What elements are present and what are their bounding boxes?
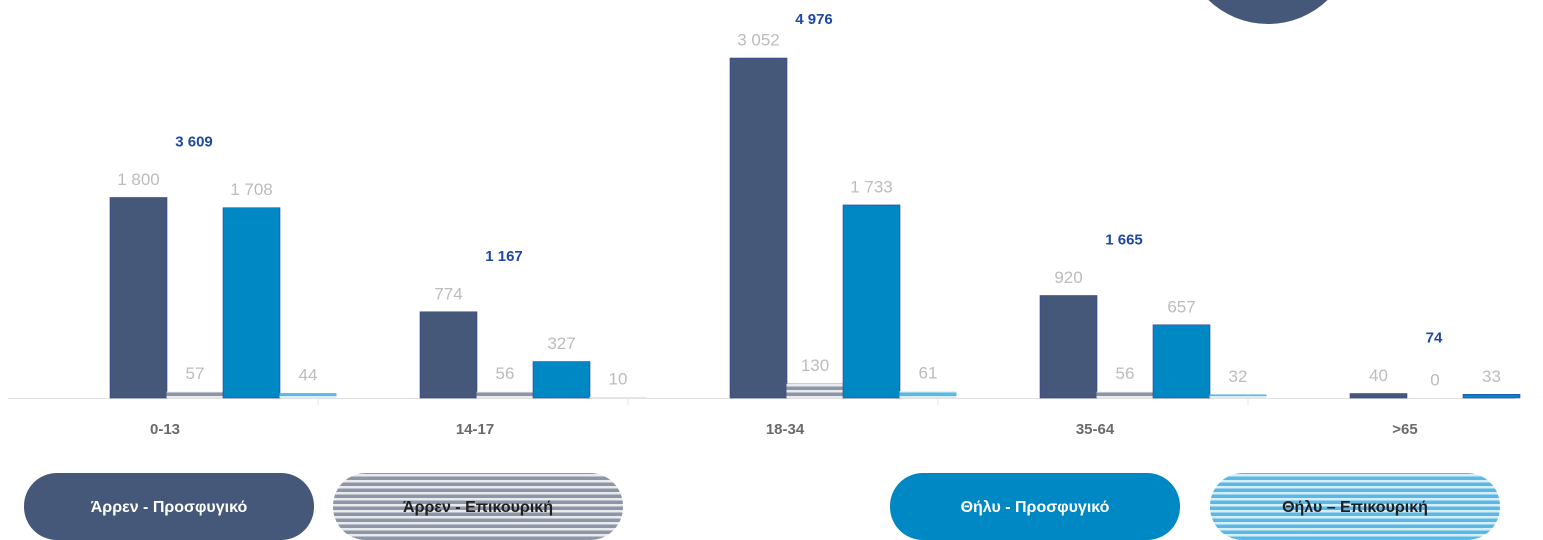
data-label: 3 052: [737, 31, 780, 50]
data-label: 32: [1229, 367, 1248, 386]
legend-item: [890, 473, 1180, 540]
data-label: 40: [1369, 366, 1388, 385]
data-label: 130: [801, 356, 829, 375]
data-label: 920: [1054, 268, 1082, 287]
data-label: 56: [1116, 364, 1135, 383]
bar: [899, 391, 957, 398]
bar: [729, 57, 788, 399]
total-label: 4 976: [795, 11, 833, 28]
legend-label: Θήλυ - Προσφυγικό: [961, 499, 1110, 516]
total-label: 3 609: [175, 133, 213, 150]
data-label: 657: [1167, 297, 1195, 316]
bar: [1462, 394, 1521, 399]
bar: [842, 204, 901, 399]
data-label: 327: [547, 334, 575, 353]
x-tick-label: 18-34: [766, 421, 805, 438]
bar: [589, 396, 647, 398]
bar: [166, 391, 224, 398]
data-label: 57: [186, 364, 205, 383]
bar: [1209, 394, 1267, 398]
data-label: 61: [919, 364, 938, 383]
x-tick-label: 35-64: [1076, 421, 1115, 438]
bar: [1152, 324, 1211, 399]
bar: [1096, 391, 1154, 398]
decoration: [1208, 0, 1328, 24]
bar: [279, 393, 337, 398]
bar: [786, 383, 844, 398]
total-label: 1 665: [1105, 231, 1143, 248]
data-label: 1 708: [230, 180, 273, 199]
bar: [532, 361, 591, 399]
bar: [109, 197, 168, 399]
data-label: 1 800: [117, 170, 160, 189]
total-label: 74: [1426, 330, 1443, 347]
legend-label: Άρρεν - Προσφυγικό: [91, 499, 248, 516]
bar: [1039, 295, 1098, 399]
total-label: 1 167: [485, 248, 523, 265]
bar: [1349, 393, 1408, 399]
bar: [476, 391, 534, 398]
bar: [222, 207, 281, 399]
data-label: 56: [496, 364, 515, 383]
legend-item: [1210, 473, 1500, 540]
data-label: 44: [299, 366, 318, 385]
data-label: 0: [1430, 370, 1439, 389]
data-label: 10: [609, 369, 628, 388]
data-label: 1 733: [850, 177, 893, 196]
x-tick-label: 0-13: [150, 421, 180, 438]
x-tick-label: >65: [1392, 421, 1417, 438]
data-label: 33: [1482, 367, 1501, 386]
x-tick-label: 14-17: [456, 421, 494, 438]
legend-item: [333, 473, 623, 540]
legend-label: Θήλυ – Επικουρική: [1282, 499, 1428, 516]
legend-label: Άρρεν - Επικουρική: [403, 499, 553, 516]
data-label: 774: [434, 284, 462, 303]
legend-item: [24, 473, 314, 540]
bar: [419, 311, 478, 399]
